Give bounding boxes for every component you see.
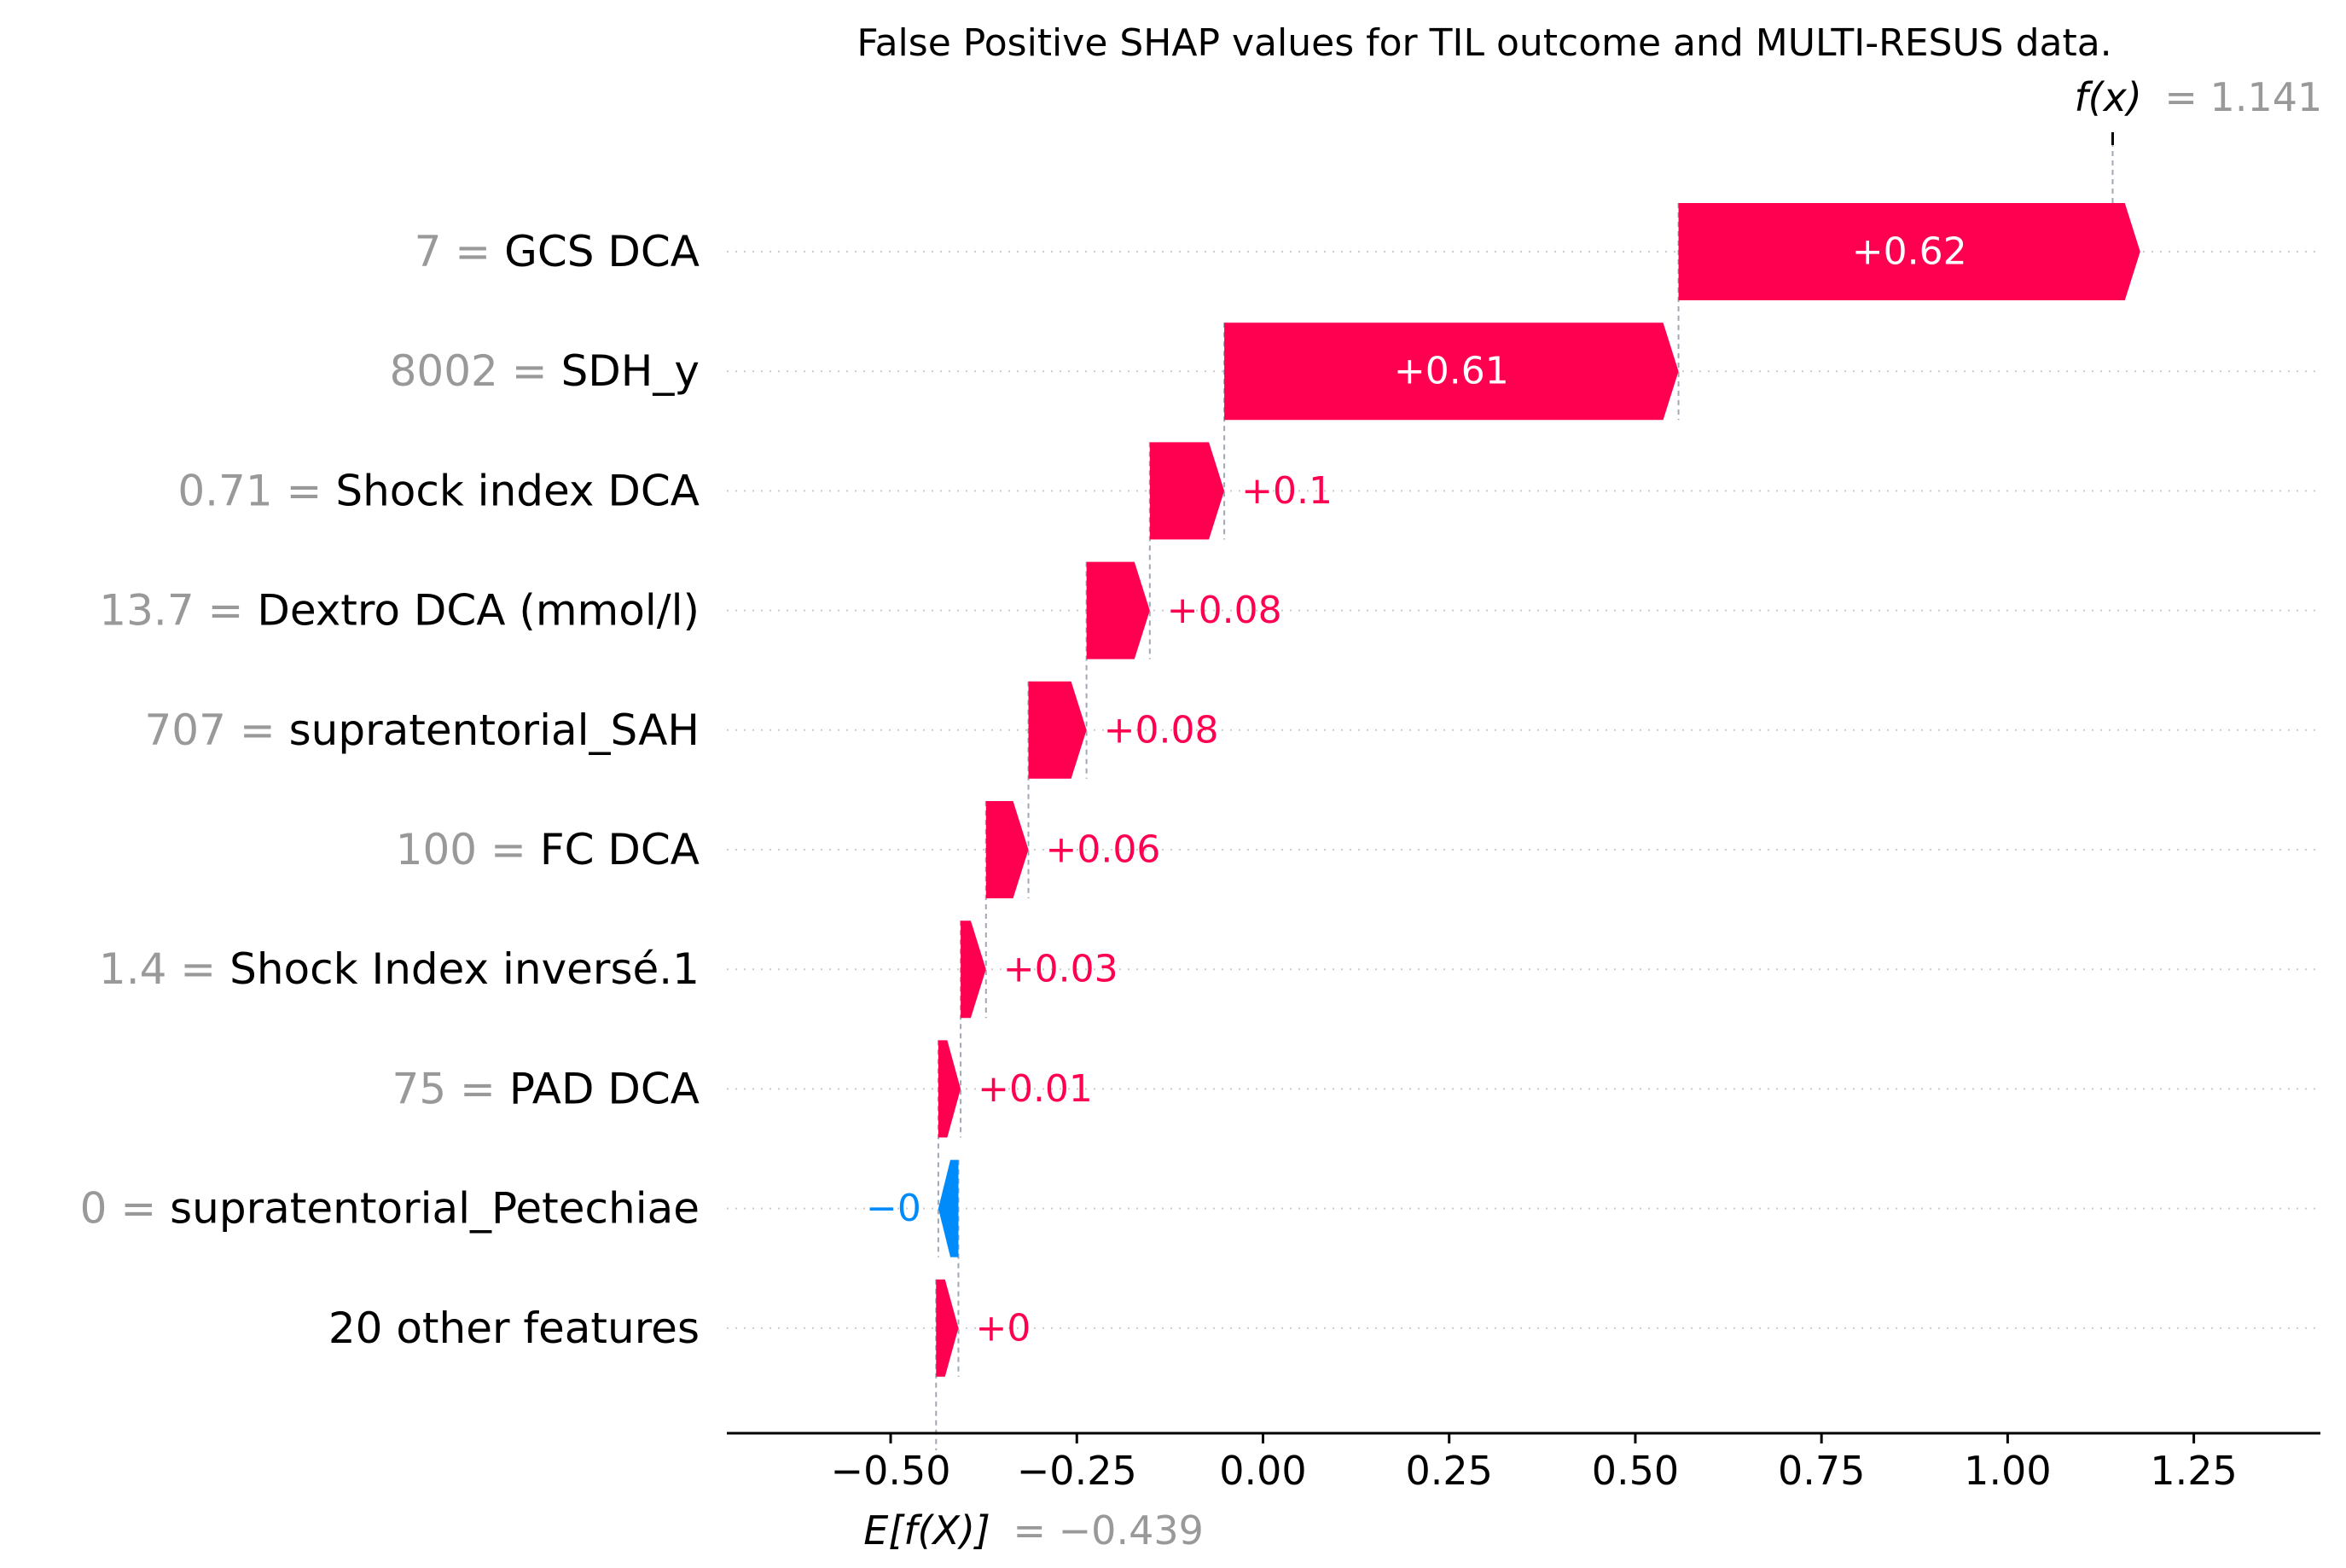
base-value-text: = −0.439 xyxy=(1013,1507,1203,1553)
contribution-label: +0 xyxy=(975,1306,1031,1350)
contribution-bar xyxy=(1149,442,1225,540)
contribution-bar xyxy=(936,1279,959,1377)
feature-label: 100 = FC DCA xyxy=(396,825,700,874)
feature-value: 0.71 = xyxy=(177,466,335,515)
x-tick-label: 0.50 xyxy=(1592,1448,1679,1494)
feature-value: 707 = xyxy=(145,706,289,755)
output-value-text: = 1.141 xyxy=(2164,74,2322,120)
feature-label: 75 = PAD DCA xyxy=(392,1064,700,1113)
feature-label: 20 other features xyxy=(328,1304,700,1353)
base-label-math: E[f(X)] xyxy=(863,1507,990,1553)
contribution-bar xyxy=(1678,203,2140,300)
feature-value: 0 = xyxy=(80,1184,171,1234)
x-tick-label: −0.25 xyxy=(1017,1448,1137,1494)
feature-label: 0 = supratentorial_Petechiae xyxy=(80,1184,700,1234)
contribution-label: +0.01 xyxy=(978,1067,1093,1111)
contribution-label: +0.06 xyxy=(1046,828,1161,872)
contribution-label: +0.61 xyxy=(1394,350,1509,393)
x-axis: −0.50 −0.25 0.00 0.25 0.50 0.75 1.00 1.25 xyxy=(727,1432,2320,1494)
contribution-label: +0.1 xyxy=(1241,469,1333,513)
contribution-labels: +0.62 +0.61 +0.1 +0.08 +0.08 +0.06 +0.03 +0.01 −… xyxy=(866,230,1967,1350)
feature-value: 8002 = xyxy=(390,346,561,396)
feature-name: Shock index DCA xyxy=(335,466,700,515)
contribution-bar xyxy=(938,1040,961,1138)
feature-name: FC DCA xyxy=(540,825,700,874)
feature-name: Dextro DCA (mmol/l) xyxy=(257,586,700,636)
x-tick-label: 0.25 xyxy=(1405,1448,1492,1494)
feature-name: Shock Index inversé.1 xyxy=(229,944,700,994)
contribution-bar xyxy=(1028,681,1087,779)
feature-label: 1.4 = Shock Index inversé.1 xyxy=(99,944,700,994)
output-label-math: f(x) xyxy=(2074,74,2141,120)
x-tick-label: 0.75 xyxy=(1778,1448,1865,1494)
connector-guides xyxy=(935,132,2114,1450)
feature-name: supratentorial_Petechiae xyxy=(170,1184,700,1234)
contribution-label: +0.03 xyxy=(1003,948,1118,991)
contribution-bar xyxy=(985,801,1029,898)
feature-label: 13.7 = Dextro DCA (mmol/l) xyxy=(99,586,700,636)
contribution-bar xyxy=(1086,561,1150,659)
feature-label: 7 = GCS DCA xyxy=(415,227,700,276)
contribution-bars xyxy=(936,203,2140,1377)
feature-label: 8002 = SDH_y xyxy=(390,346,700,396)
x-tick-label: 1.00 xyxy=(1964,1448,2051,1494)
contribution-label: +0.08 xyxy=(1167,589,1282,632)
base-value-label: E[f(X)] = −0.439 xyxy=(863,1507,1204,1553)
x-tick-label: 0.00 xyxy=(1219,1448,1306,1494)
chart-title: False Positive SHAP values for TIL outco… xyxy=(857,21,2111,65)
output-value-label: f(x) = 1.141 xyxy=(2074,74,2322,120)
contribution-bar xyxy=(961,920,986,1019)
contribution-bar xyxy=(1224,322,1679,421)
x-tick-label: 1.25 xyxy=(2150,1448,2237,1494)
feature-name: GCS DCA xyxy=(504,227,700,276)
feature-label: 707 = supratentorial_SAH xyxy=(145,706,700,755)
feature-name: supratentorial_SAH xyxy=(289,706,700,755)
feature-value: 13.7 = xyxy=(99,586,257,636)
contribution-label: −0 xyxy=(866,1187,921,1230)
feature-value: 100 = xyxy=(396,825,540,874)
feature-labels: 7 = GCS DCA 8002 = SDH_y 0.71 = Shock inde… xyxy=(80,227,700,1353)
contribution-bar xyxy=(938,1159,959,1257)
feature-value: 7 = xyxy=(415,227,505,276)
contribution-label: +0.62 xyxy=(1852,230,1967,274)
x-tick-label: −0.50 xyxy=(831,1448,951,1494)
feature-name: PAD DCA xyxy=(509,1064,700,1113)
feature-label: 0.71 = Shock index DCA xyxy=(177,466,700,515)
feature-value: 1.4 = xyxy=(99,944,229,994)
feature-value: 75 = xyxy=(392,1064,509,1113)
feature-name: SDH_y xyxy=(561,346,700,396)
contribution-label: +0.08 xyxy=(1104,708,1219,752)
feature-name: 20 other features xyxy=(328,1304,700,1353)
